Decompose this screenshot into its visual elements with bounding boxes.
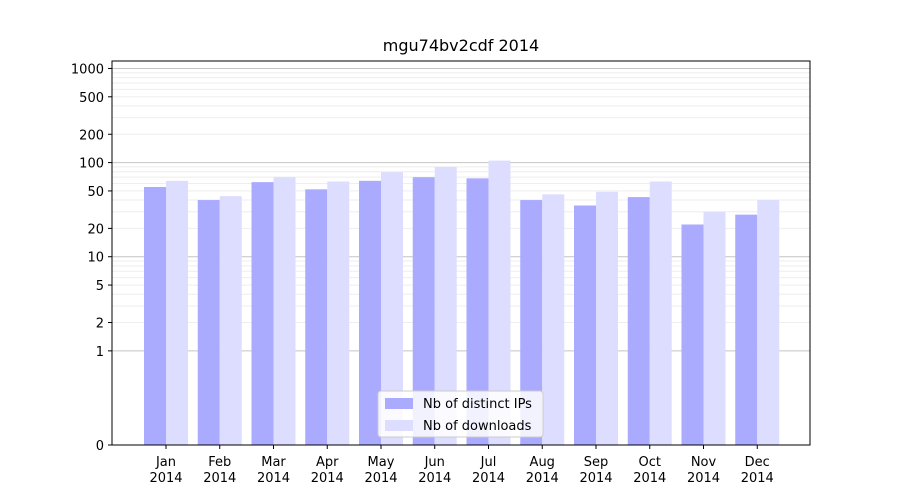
x-tick-label-year: 2014 [203,471,236,486]
x-tick-label-year: 2014 [633,471,666,486]
plot-frame [111,60,811,446]
y-axis-ticks: 0 1 2 5 10 20 50 100 200 500 1000 [71,62,112,454]
x-tick-label-year: 2014 [418,471,451,486]
x-tick-label-month: Feb [208,455,231,470]
y-tick-label: 1000 [71,62,104,77]
y-tick-label: 100 [79,157,104,172]
x-tick-label-year: 2014 [687,471,720,486]
y-tick-label: 50 [87,185,104,200]
x-tick-label-year: 2014 [579,471,612,486]
legend-label: Nb of distinct IPs [423,397,532,412]
bar-ips [359,180,381,445]
y-tick-label: 0 [96,439,104,454]
x-axis-ticks: Jan2014Feb2014Mar2014Apr2014May2014Jun20… [149,445,774,486]
bar-downloads [219,196,242,445]
x-tick-label-month: Apr [316,455,339,470]
y-tick-label: 5 [96,279,104,294]
bar-ips [627,197,650,445]
y-tick-label: 1 [96,345,104,360]
y-tick-label: 500 [79,91,104,106]
y-tick-label: 2 [96,317,104,332]
bar-ips [251,182,274,445]
bars [144,160,780,446]
legend: Nb of distinct IPs Nb of downloads [377,390,544,438]
bar-ips [574,205,596,445]
bar-downloads [542,194,565,445]
legend-box [377,390,544,438]
x-tick-label-month: Mar [261,455,286,470]
x-tick-label-year: 2014 [311,471,344,486]
x-tick-label-month: Sep [584,455,609,470]
x-tick-label-year: 2014 [472,471,505,486]
x-tick-label-year: 2014 [149,471,182,486]
x-tick-label-month: May [368,455,395,470]
bar-downloads [434,166,457,446]
bar-ips [197,200,220,445]
bar-ips [466,178,489,445]
x-tick-label-month: Aug [530,455,555,470]
bar-ips [681,224,704,445]
x-tick-label-month: Jan [155,455,176,470]
x-tick-label-month: Jul [480,455,497,470]
bar-ips [305,189,328,445]
bar-ips [412,177,435,446]
legend-swatch [385,420,413,431]
x-tick-label-year: 2014 [364,471,397,486]
bar-ips [520,200,543,445]
chart-title: mgu74bv2cdf 2014 [383,36,539,55]
bar-downloads [166,180,188,445]
legend-label: Nb of downloads [423,419,532,434]
y-tick-label: 10 [87,251,104,266]
bar-ips [735,214,758,445]
bar-downloads [703,211,726,445]
bar-downloads [596,191,618,445]
bar-ips [144,187,166,445]
bar-downloads [757,200,780,445]
x-tick-label-month: Oct [639,455,661,470]
x-tick-label-year: 2014 [257,471,290,486]
bar-downloads [381,172,403,445]
bar-downloads [649,181,672,445]
x-tick-label-month: Jun [424,455,445,470]
x-tick-label-month: Nov [691,455,717,470]
x-tick-label-year: 2014 [526,471,559,486]
bar-downloads [327,181,350,445]
y-tick-label: 20 [87,222,104,237]
y-tick-label: 200 [79,128,104,143]
legend-swatch [385,398,413,409]
bar-downloads [273,177,296,446]
x-tick-label-month: Dec [745,455,770,470]
x-tick-label-year: 2014 [741,471,774,486]
bar-downloads [488,160,511,445]
